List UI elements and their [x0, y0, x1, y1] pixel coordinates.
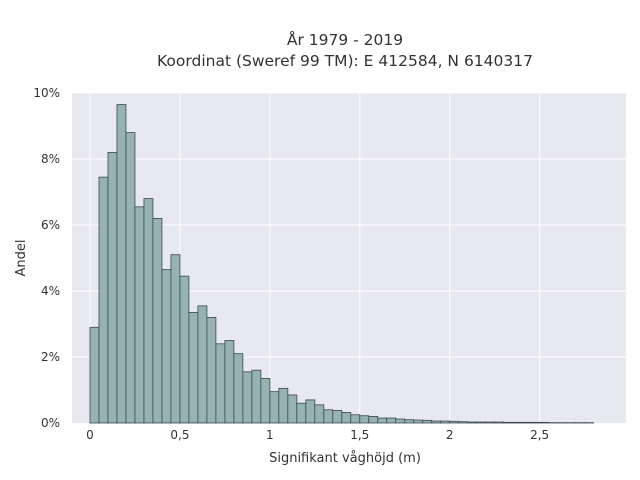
histogram-bar	[215, 343, 226, 424]
histogram-bar	[314, 404, 325, 424]
histogram-bar	[458, 421, 469, 424]
histogram-bar	[449, 420, 460, 424]
x-axis-ticks: 0 0,5 1 1,5 2 2,5	[86, 428, 549, 442]
histogram-bar	[377, 417, 388, 424]
histogram-bar	[476, 421, 487, 424]
x-tick-label: 1,5	[350, 428, 369, 442]
histogram-bar	[296, 402, 307, 424]
histogram-bar	[494, 421, 505, 424]
histogram-bar	[98, 176, 109, 424]
histogram-bar	[422, 419, 433, 424]
histogram-bar	[260, 378, 271, 424]
y-tick-label: 10%	[33, 86, 60, 100]
histogram-bar	[152, 217, 163, 424]
histogram-bars	[89, 104, 595, 424]
histogram-bar	[332, 410, 343, 424]
histogram-bar	[143, 198, 154, 424]
histogram-bar	[521, 421, 532, 424]
histogram-bar	[440, 420, 451, 424]
histogram-bar	[512, 421, 523, 424]
histogram-bar	[134, 206, 145, 424]
histogram-bar	[125, 132, 136, 424]
chart-title-line-1: År 1979 - 2019	[287, 30, 403, 49]
histogram-bar	[395, 418, 406, 424]
histogram-bar	[251, 369, 262, 424]
histogram-bar	[386, 417, 397, 424]
histogram-bar	[206, 316, 217, 424]
y-axis-title: Andel	[14, 240, 29, 277]
histogram-bar	[89, 326, 100, 424]
histogram-bar	[485, 421, 496, 424]
histogram-bar	[413, 419, 424, 424]
histogram-bar	[350, 414, 361, 424]
histogram-bar	[305, 399, 316, 424]
chart-title-line-2: Koordinat (Sweref 99 TM): E 412584, N 61…	[157, 52, 533, 70]
histogram-bar	[539, 421, 550, 424]
histogram-bar	[116, 104, 127, 424]
histogram-bar	[467, 421, 478, 424]
x-tick-label: 2,5	[530, 428, 549, 442]
x-tick-label: 0,5	[170, 428, 189, 442]
y-tick-label: 4%	[41, 284, 60, 298]
histogram-bar	[341, 412, 352, 424]
histogram-bar	[242, 371, 253, 424]
histogram-bar	[431, 420, 442, 424]
y-tick-label: 6%	[41, 218, 60, 232]
y-axis-ticks: 0% 2% 4% 6% 8% 10%	[33, 86, 60, 430]
x-tick-label: 1	[266, 428, 274, 442]
histogram-bar	[170, 254, 181, 424]
histogram-bar	[233, 353, 244, 424]
histogram-bar	[530, 421, 541, 424]
histogram-bar	[503, 421, 514, 424]
x-axis-title: Signifikant våghöjd (m)	[269, 451, 421, 466]
histogram-bar	[368, 415, 379, 424]
histogram-bar	[161, 269, 172, 424]
histogram-bar	[287, 394, 298, 424]
histogram-bar	[323, 409, 334, 424]
histogram-bar	[269, 391, 280, 424]
histogram-bar	[197, 305, 208, 424]
y-tick-label: 2%	[41, 350, 60, 364]
x-tick-label: 2	[446, 428, 454, 442]
histogram-bar	[179, 275, 190, 424]
histogram-bar	[359, 415, 370, 424]
histogram-bar	[188, 312, 199, 424]
y-tick-label: 0%	[41, 416, 60, 430]
histogram-bar	[278, 387, 289, 424]
histogram-bar	[224, 340, 235, 424]
histogram-bar	[404, 419, 415, 424]
histogram-bar	[107, 151, 118, 424]
y-tick-label: 8%	[41, 152, 60, 166]
x-tick-label: 0	[86, 428, 94, 442]
